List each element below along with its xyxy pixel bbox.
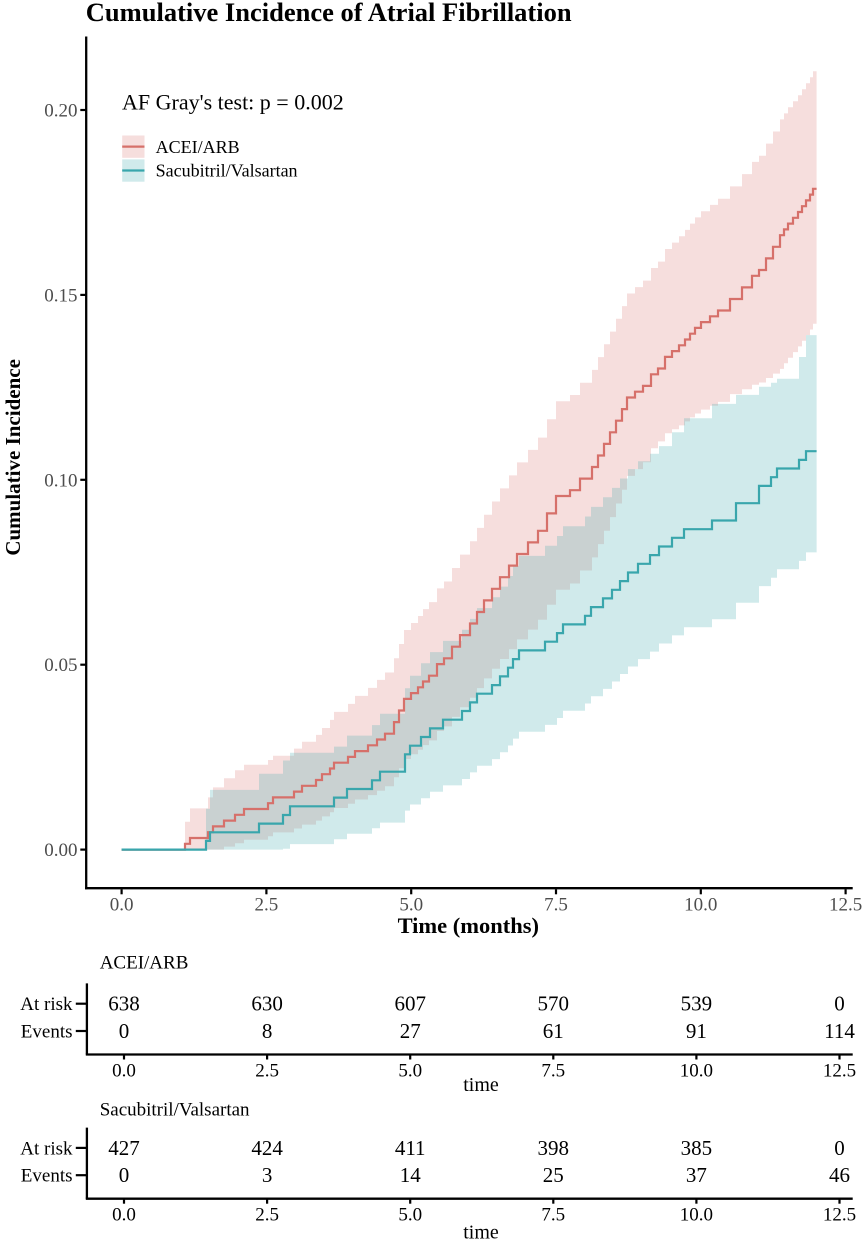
svg-text:Cumulative Incidence of Atrial: Cumulative Incidence of Atrial Fibrillat… [86, 0, 572, 27]
svg-text:630: 630 [251, 992, 283, 1016]
svg-text:Events: Events [21, 1022, 73, 1043]
svg-text:638: 638 [108, 992, 140, 1016]
svg-text:398: 398 [538, 1136, 570, 1160]
svg-text:37: 37 [686, 1163, 707, 1187]
svg-text:411: 411 [395, 1136, 426, 1160]
svg-text:ACEI/ARB: ACEI/ARB [100, 953, 189, 974]
svg-text:5.0: 5.0 [398, 1205, 422, 1226]
svg-text:2.5: 2.5 [255, 1205, 279, 1226]
svg-text:8: 8 [262, 1019, 273, 1043]
svg-text:7.5: 7.5 [541, 1205, 565, 1226]
svg-text:7.5: 7.5 [544, 895, 568, 916]
svg-text:539: 539 [681, 992, 713, 1016]
svg-text:2.5: 2.5 [255, 895, 279, 916]
svg-text:At risk: At risk [20, 1138, 73, 1159]
svg-text:427: 427 [108, 1136, 140, 1160]
svg-text:385: 385 [681, 1136, 713, 1160]
svg-text:61: 61 [543, 1019, 564, 1043]
svg-text:0.15: 0.15 [44, 285, 77, 306]
svg-text:607: 607 [394, 992, 426, 1016]
svg-text:0: 0 [834, 992, 845, 1016]
svg-text:AF Gray's test: p = 0.002: AF Gray's test: p = 0.002 [122, 90, 344, 115]
svg-text:10.0: 10.0 [680, 1205, 713, 1226]
svg-text:At risk: At risk [20, 994, 73, 1015]
svg-text:25: 25 [543, 1163, 564, 1187]
svg-text:7.5: 7.5 [541, 1061, 565, 1082]
svg-text:Events: Events [21, 1166, 73, 1187]
svg-text:Time (months): Time (months) [398, 913, 539, 938]
svg-text:0.00: 0.00 [44, 840, 77, 861]
svg-text:0: 0 [119, 1163, 130, 1187]
svg-text:0: 0 [834, 1136, 845, 1160]
svg-text:14: 14 [400, 1163, 422, 1187]
svg-text:2.5: 2.5 [255, 1061, 279, 1082]
svg-text:5.0: 5.0 [399, 895, 423, 916]
svg-text:0.20: 0.20 [44, 101, 77, 122]
svg-text:12.5: 12.5 [823, 1205, 856, 1226]
svg-text:Sacubitril/Valsartan: Sacubitril/Valsartan [156, 161, 298, 181]
svg-text:0.0: 0.0 [112, 1205, 136, 1226]
svg-text:0: 0 [119, 1019, 130, 1043]
svg-text:3: 3 [262, 1163, 273, 1187]
svg-text:Cumulative Incidence: Cumulative Incidence [1, 359, 25, 556]
svg-text:91: 91 [686, 1019, 707, 1043]
svg-text:time: time [463, 1074, 499, 1096]
svg-text:0.0: 0.0 [110, 895, 134, 916]
svg-text:0.05: 0.05 [44, 655, 77, 676]
svg-text:Sacubitril/Valsartan: Sacubitril/Valsartan [100, 1100, 250, 1121]
svg-text:46: 46 [829, 1163, 850, 1187]
svg-text:time: time [463, 1222, 499, 1242]
svg-text:424: 424 [251, 1136, 283, 1160]
svg-text:10.0: 10.0 [680, 1061, 713, 1082]
svg-text:27: 27 [400, 1019, 421, 1043]
svg-text:0.10: 0.10 [44, 470, 77, 491]
svg-text:ACEI/ARB: ACEI/ARB [156, 137, 240, 157]
svg-text:12.5: 12.5 [823, 1061, 856, 1082]
svg-text:0.0: 0.0 [112, 1061, 136, 1082]
svg-text:5.0: 5.0 [398, 1061, 422, 1082]
svg-text:114: 114 [824, 1019, 855, 1043]
svg-text:10.0: 10.0 [684, 895, 717, 916]
svg-text:570: 570 [538, 992, 570, 1016]
svg-text:12.5: 12.5 [829, 895, 862, 916]
